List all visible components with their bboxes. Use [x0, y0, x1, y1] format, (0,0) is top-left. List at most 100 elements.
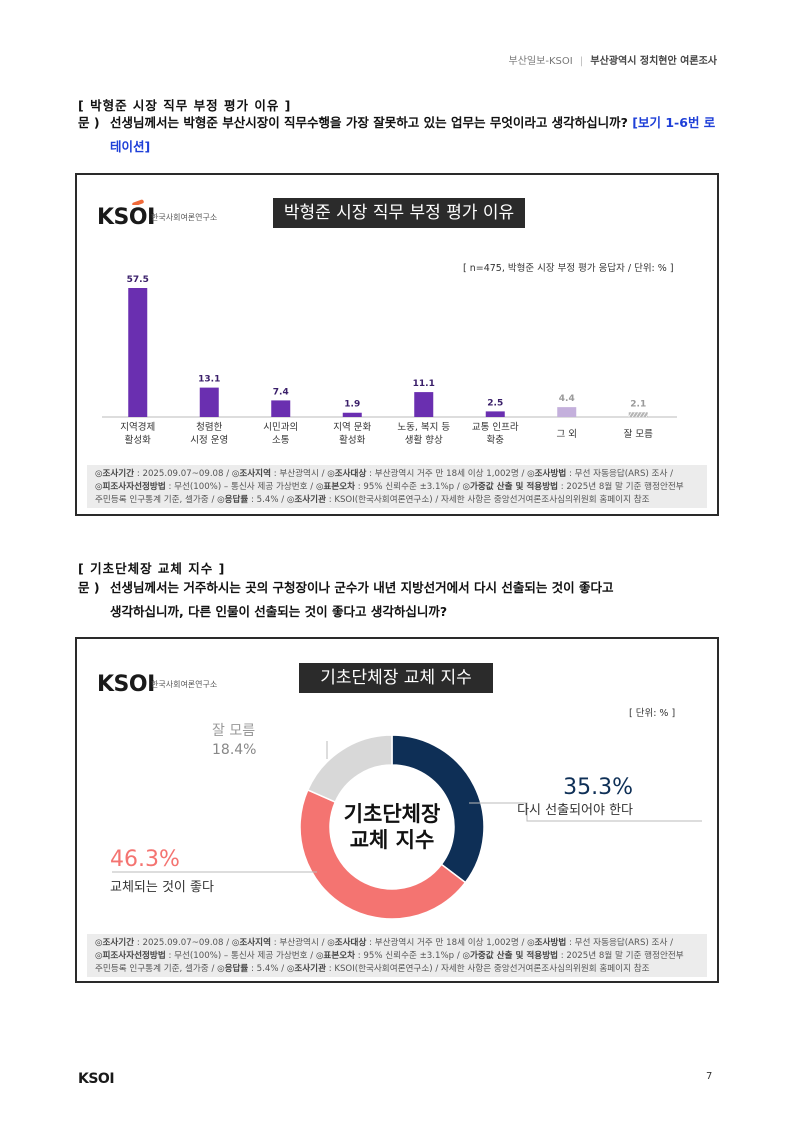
header-title: 부산광역시 정치현안 여론조사: [590, 56, 717, 67]
chart-banner: 박형준 시장 직무 부정 평가 이유: [273, 198, 525, 228]
chart-note: [ n=475, 박형준 시장 부정 평가 응답자 / 단위: % ]: [463, 263, 674, 274]
question-text-2: 생각하십니까, 다른 인물이 선출되는 것이 좋다고 생각하십니까?: [110, 604, 448, 619]
slice-value: 35.3%: [563, 775, 633, 800]
question-label: 문 ): [78, 580, 100, 595]
section2-title: [ 기초단체장 교체 지수 ]: [78, 561, 226, 576]
footer-value: : 2025년 8월 말 기준 행정안전부: [558, 482, 684, 492]
question-note-2: 1-6번 로테이션]: [110, 115, 716, 154]
question-label: 문 ): [78, 115, 100, 130]
page-header: 부산일보-KSOI | 부산광역시 정치현안 여론조사: [509, 52, 717, 67]
footer-value: : 2025.09.07~09.08 /: [134, 469, 232, 479]
category-label: 지역 문화: [333, 422, 371, 433]
donut-slice: [391, 734, 485, 884]
category-label: 소통: [272, 435, 290, 446]
footer-value: : 부산광역시 거주 만 18세 이상 1,002명 /: [366, 938, 528, 948]
bar-hatch: [638, 412, 643, 418]
data-label: 13.1: [198, 375, 220, 385]
bar-hatch: [631, 412, 636, 418]
bar: [628, 412, 648, 417]
footer-value: : 95% 신뢰수준 ±3.1%p /: [355, 482, 463, 492]
footer-value: : 무선 자동응답(ARS) 조사 /: [566, 469, 673, 479]
org-name: 한국사회여론연구소: [151, 213, 218, 222]
footer-key: ◎조사지역: [231, 938, 271, 948]
footer-key: ◎가중값 산출 및 적용방법: [462, 951, 559, 961]
data-label: 11.1: [413, 379, 435, 389]
chart-banner: 기초단체장 교체 지수: [299, 663, 493, 693]
footer-value: : 무선(100%) – 통신사 제공 가상번호 /: [165, 482, 316, 492]
leader-line: [469, 802, 702, 822]
category-label: 활성화: [339, 434, 365, 446]
footer-key: ◎조사기간: [95, 938, 135, 948]
bar: [199, 387, 219, 417]
bar-hatch: [645, 412, 650, 418]
question-text: 선생님께서는 박형준 부산시장이 직무수행을 가장 잘못하고 있는 업무는 무엇…: [110, 115, 628, 130]
header-source: 부산일보-KSOI: [508, 56, 573, 67]
footer-key: ◎조사기관: [286, 495, 326, 505]
category-label: 청렴한: [196, 421, 222, 433]
footer-line-2: ◎피조사자선정방법 : 무선(100%) – 통신사 제공 가상번호 / ◎표본…: [95, 481, 699, 494]
donut-center-label: 기초단체장: [344, 802, 441, 826]
footer-value: : 2025.09.07~09.08 /: [134, 938, 232, 948]
bar: [271, 400, 291, 417]
category-label: 교통 인프라: [472, 422, 519, 433]
footer-value: : 무선(100%) – 통신사 제공 가상번호 /: [165, 951, 316, 961]
footer-value: : KSOI(한국사회여론연구소) / 자세한 사항은 중앙선거여론조사심의위원…: [325, 964, 650, 974]
bar: [557, 407, 577, 417]
footer-key: ◎조사방법: [527, 469, 567, 479]
category-label: 노동, 복지 등: [397, 422, 450, 433]
bar: [485, 411, 505, 417]
org-name: 한국사회여론연구소: [151, 680, 218, 689]
logo-text: KSOI: [97, 672, 155, 697]
logo-mask: KSOI: [97, 205, 155, 231]
footer-key: ◎표본오차: [315, 482, 356, 492]
category-label: 잘 모름: [624, 428, 653, 440]
data-label: 7.4: [273, 387, 289, 397]
bar: [128, 288, 148, 417]
category-label: 확충: [487, 434, 505, 446]
page-logo-text: KSOI: [78, 1071, 115, 1087]
footer-key: ◎응답률: [217, 964, 249, 974]
data-label: 2.1: [630, 399, 646, 409]
donut-slice: [306, 734, 393, 804]
footer-value: : 2025년 8월 말 기준 행정안전부: [558, 951, 684, 961]
footer-key: ◎조사기관: [286, 964, 326, 974]
footer-key: ◎응답률: [217, 495, 249, 505]
category-label: 지역경제: [120, 421, 155, 433]
footer-value: 주민등록 인구통계 기준, 셀가중 /: [95, 495, 218, 505]
bar-hatch: [635, 412, 640, 418]
category-label: 시정 운영: [190, 435, 228, 446]
section2-question: 문 ) 선생님께서는 거주하시는 곳의 구청장이나 군수가 내년 지방선거에서 …: [78, 576, 718, 624]
section1-title: [ 박형준 시장 직무 부정 평가 이유 ]: [78, 98, 292, 113]
footer-key: ◎표본오차: [315, 951, 356, 961]
footer-line-2: ◎피조사자선정방법 : 무선(100%) – 통신사 제공 가상번호 / ◎표본…: [95, 950, 699, 963]
footer-line-1: ◎조사기간 : 2025.09.07~09.08 / ◎조사지역 : 부산광역시…: [95, 937, 699, 950]
slice-label: 교체되는 것이 좋다: [110, 880, 214, 895]
donut-slice: [299, 788, 467, 920]
footer-key: ◎조사지역: [231, 469, 271, 479]
footer-value: : KSOI(한국사회여론연구소) / 자세한 사항은 중앙선거여론조사심의위원…: [325, 495, 650, 505]
slice-label: 다시 선출되어야 한다: [517, 803, 633, 818]
footer-value: : 95% 신뢰수준 ±3.1%p /: [355, 951, 463, 961]
slice-value: 46.3%: [110, 847, 180, 872]
logo-text: KSOI: [97, 205, 155, 230]
footer-value: : 부산광역시 /: [270, 469, 328, 479]
slice-label: 잘 모름: [212, 723, 255, 739]
footer-key: ◎피조사자선정방법: [95, 951, 166, 961]
category-label: 시민과의: [263, 422, 298, 433]
footer-line-3: 주민등록 인구통계 기준, 셀가중 / ◎응답률 : 5.4% / ◎조사기관 …: [95, 494, 699, 507]
category-label: 생활 향상: [405, 434, 443, 446]
footer-value: : 무선 자동응답(ARS) 조사 /: [566, 938, 673, 948]
bar-hatch: [642, 412, 647, 418]
chart-note: [ 단위: % ]: [629, 708, 676, 719]
footer-key: ◎조사대상: [327, 938, 367, 948]
bar-chart-panel: KSOI KSOI 한국사회여론연구소 박형준 시장 직무 부정 평가 이유 […: [75, 173, 719, 516]
footer-key: ◎조사방법: [527, 938, 567, 948]
footer-key: ◎피조사자선정방법: [95, 482, 166, 492]
data-label: 4.4: [559, 394, 575, 404]
footer-key: ◎조사기간: [95, 469, 135, 479]
bar: [414, 392, 434, 417]
bar-hatch: [628, 412, 633, 418]
slice-value: 18.4%: [212, 742, 256, 758]
